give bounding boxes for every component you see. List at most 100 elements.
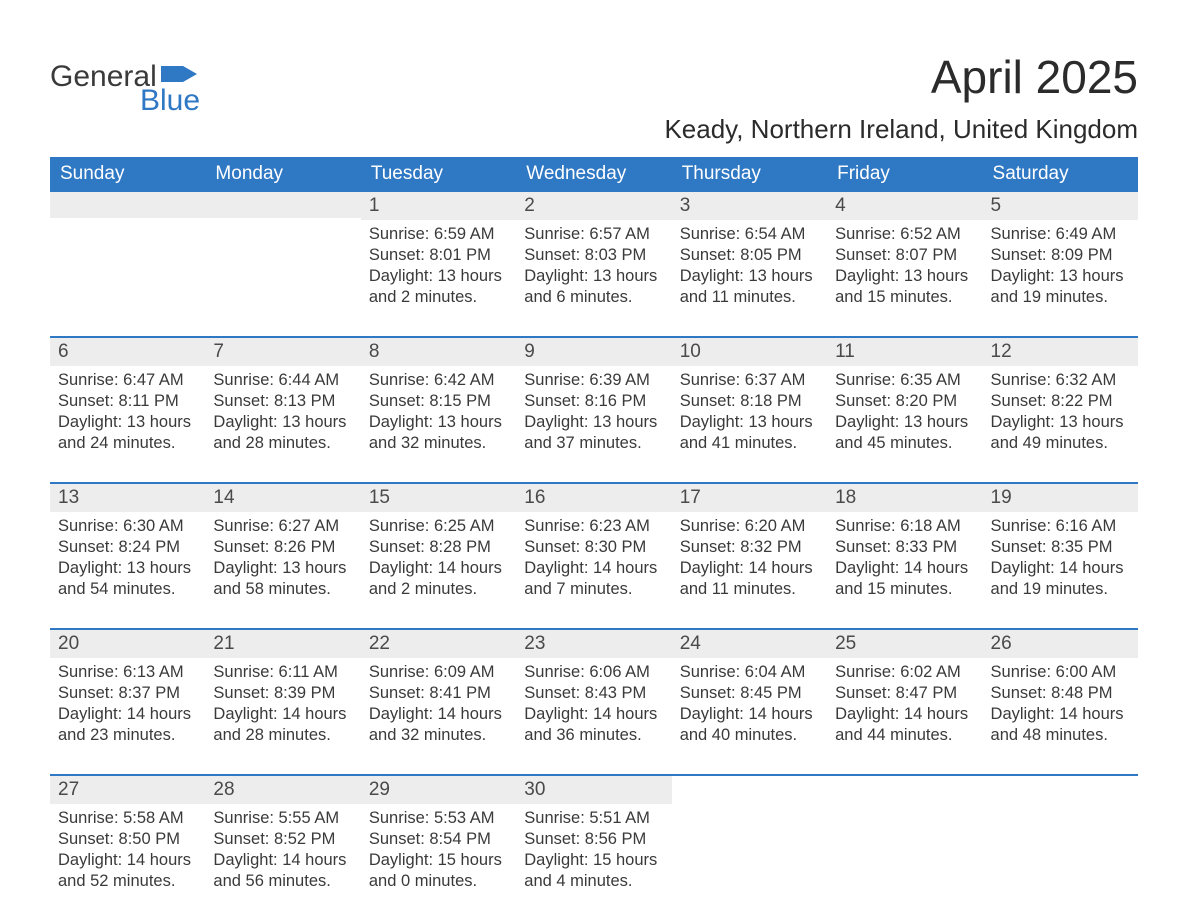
day-details: Sunrise: 6:11 AMSunset: 8:39 PMDaylight:…	[205, 658, 360, 746]
title-block: April 2025 Keady, Northern Ireland, Unit…	[664, 50, 1138, 145]
page-header: General Blue April 2025 Keady, Northern …	[50, 50, 1138, 145]
dow-tuesday: Tuesday	[361, 157, 516, 192]
sunset-line: Sunset: 8:03 PM	[524, 245, 663, 266]
sunrise-line: Sunrise: 6:16 AM	[991, 516, 1130, 537]
sunset-line: Sunset: 8:48 PM	[991, 683, 1130, 704]
daylight-line: Daylight: 13 hours and 41 minutes.	[680, 412, 819, 454]
day-details: Sunrise: 6:13 AMSunset: 8:37 PMDaylight:…	[50, 658, 205, 746]
day-number: 22	[361, 630, 516, 658]
day-details: Sunrise: 6:49 AMSunset: 8:09 PMDaylight:…	[983, 220, 1138, 308]
day-details: Sunrise: 5:53 AMSunset: 8:54 PMDaylight:…	[361, 804, 516, 892]
daylight-line: Daylight: 14 hours and 48 minutes.	[991, 704, 1130, 746]
calendar-day-cell: 19Sunrise: 6:16 AMSunset: 8:35 PMDayligh…	[983, 484, 1138, 606]
dow-sunday: Sunday	[50, 157, 205, 192]
calendar-day-cell	[672, 776, 827, 898]
sunset-line: Sunset: 8:16 PM	[524, 391, 663, 412]
day-number: 30	[516, 776, 671, 804]
daylight-line: Daylight: 15 hours and 4 minutes.	[524, 850, 663, 892]
daylight-line: Daylight: 13 hours and 15 minutes.	[835, 266, 974, 308]
daylight-line: Daylight: 14 hours and 15 minutes.	[835, 558, 974, 600]
sunset-line: Sunset: 8:13 PM	[213, 391, 352, 412]
calendar-week-row: 13Sunrise: 6:30 AMSunset: 8:24 PMDayligh…	[50, 482, 1138, 606]
sunrise-line: Sunrise: 6:13 AM	[58, 662, 197, 683]
sunrise-line: Sunrise: 6:20 AM	[680, 516, 819, 537]
day-number: 6	[50, 338, 205, 366]
calendar-week-row: 6Sunrise: 6:47 AMSunset: 8:11 PMDaylight…	[50, 336, 1138, 460]
day-details: Sunrise: 6:04 AMSunset: 8:45 PMDaylight:…	[672, 658, 827, 746]
day-details: Sunrise: 6:39 AMSunset: 8:16 PMDaylight:…	[516, 366, 671, 454]
calendar-week-row: 1Sunrise: 6:59 AMSunset: 8:01 PMDaylight…	[50, 192, 1138, 314]
day-of-week-header-row: Sunday Monday Tuesday Wednesday Thursday…	[50, 157, 1138, 192]
sunrise-line: Sunrise: 5:53 AM	[369, 808, 508, 829]
day-details: Sunrise: 6:30 AMSunset: 8:24 PMDaylight:…	[50, 512, 205, 600]
daylight-line: Daylight: 14 hours and 44 minutes.	[835, 704, 974, 746]
brand-logo: General Blue	[50, 50, 200, 116]
sunset-line: Sunset: 8:54 PM	[369, 829, 508, 850]
brand-word-2: Blue	[140, 86, 200, 116]
day-details: Sunrise: 6:57 AMSunset: 8:03 PMDaylight:…	[516, 220, 671, 308]
sunrise-line: Sunrise: 6:49 AM	[991, 224, 1130, 245]
day-details: Sunrise: 6:59 AMSunset: 8:01 PMDaylight:…	[361, 220, 516, 308]
day-details: Sunrise: 5:55 AMSunset: 8:52 PMDaylight:…	[205, 804, 360, 892]
day-number: 25	[827, 630, 982, 658]
day-details: Sunrise: 6:37 AMSunset: 8:18 PMDaylight:…	[672, 366, 827, 454]
daylight-line: Daylight: 14 hours and 7 minutes.	[524, 558, 663, 600]
calendar-day-cell: 30Sunrise: 5:51 AMSunset: 8:56 PMDayligh…	[516, 776, 671, 898]
sunrise-line: Sunrise: 6:52 AM	[835, 224, 974, 245]
day-details: Sunrise: 6:23 AMSunset: 8:30 PMDaylight:…	[516, 512, 671, 600]
calendar-day-cell: 23Sunrise: 6:06 AMSunset: 8:43 PMDayligh…	[516, 630, 671, 752]
sunrise-line: Sunrise: 6:06 AM	[524, 662, 663, 683]
day-number: 18	[827, 484, 982, 512]
calendar-day-cell: 24Sunrise: 6:04 AMSunset: 8:45 PMDayligh…	[672, 630, 827, 752]
sunset-line: Sunset: 8:24 PM	[58, 537, 197, 558]
daylight-line: Daylight: 14 hours and 36 minutes.	[524, 704, 663, 746]
sunset-line: Sunset: 8:39 PM	[213, 683, 352, 704]
daylight-line: Daylight: 13 hours and 58 minutes.	[213, 558, 352, 600]
day-number: 11	[827, 338, 982, 366]
sunrise-line: Sunrise: 6:59 AM	[369, 224, 508, 245]
sunset-line: Sunset: 8:05 PM	[680, 245, 819, 266]
day-number: 29	[361, 776, 516, 804]
daylight-line: Daylight: 14 hours and 52 minutes.	[58, 850, 197, 892]
calendar-day-cell: 5Sunrise: 6:49 AMSunset: 8:09 PMDaylight…	[983, 192, 1138, 314]
sunset-line: Sunset: 8:47 PM	[835, 683, 974, 704]
daylight-line: Daylight: 13 hours and 49 minutes.	[991, 412, 1130, 454]
calendar-week-row: 20Sunrise: 6:13 AMSunset: 8:37 PMDayligh…	[50, 628, 1138, 752]
daylight-line: Daylight: 13 hours and 24 minutes.	[58, 412, 197, 454]
daylight-line: Daylight: 13 hours and 2 minutes.	[369, 266, 508, 308]
sunrise-line: Sunrise: 6:23 AM	[524, 516, 663, 537]
dow-thursday: Thursday	[672, 157, 827, 192]
sunset-line: Sunset: 8:28 PM	[369, 537, 508, 558]
day-details: Sunrise: 6:20 AMSunset: 8:32 PMDaylight:…	[672, 512, 827, 600]
calendar-day-cell: 4Sunrise: 6:52 AMSunset: 8:07 PMDaylight…	[827, 192, 982, 314]
dow-friday: Friday	[827, 157, 982, 192]
day-number: 4	[827, 192, 982, 220]
day-details: Sunrise: 6:32 AMSunset: 8:22 PMDaylight:…	[983, 366, 1138, 454]
calendar-page: General Blue April 2025 Keady, Northern …	[0, 0, 1188, 898]
calendar-day-cell: 13Sunrise: 6:30 AMSunset: 8:24 PMDayligh…	[50, 484, 205, 606]
daylight-line: Daylight: 14 hours and 56 minutes.	[213, 850, 352, 892]
daylight-line: Daylight: 13 hours and 54 minutes.	[58, 558, 197, 600]
calendar-day-cell: 25Sunrise: 6:02 AMSunset: 8:47 PMDayligh…	[827, 630, 982, 752]
day-number: 27	[50, 776, 205, 804]
calendar-day-cell: 16Sunrise: 6:23 AMSunset: 8:30 PMDayligh…	[516, 484, 671, 606]
calendar-day-cell: 27Sunrise: 5:58 AMSunset: 8:50 PMDayligh…	[50, 776, 205, 898]
day-number	[205, 192, 360, 218]
sunrise-line: Sunrise: 6:35 AM	[835, 370, 974, 391]
calendar-day-cell: 12Sunrise: 6:32 AMSunset: 8:22 PMDayligh…	[983, 338, 1138, 460]
sunrise-line: Sunrise: 6:57 AM	[524, 224, 663, 245]
daylight-line: Daylight: 14 hours and 2 minutes.	[369, 558, 508, 600]
sunrise-line: Sunrise: 6:37 AM	[680, 370, 819, 391]
sunrise-line: Sunrise: 6:30 AM	[58, 516, 197, 537]
day-number: 26	[983, 630, 1138, 658]
day-number: 5	[983, 192, 1138, 220]
day-details: Sunrise: 6:44 AMSunset: 8:13 PMDaylight:…	[205, 366, 360, 454]
daylight-line: Daylight: 14 hours and 11 minutes.	[680, 558, 819, 600]
sunset-line: Sunset: 8:01 PM	[369, 245, 508, 266]
calendar-day-cell: 14Sunrise: 6:27 AMSunset: 8:26 PMDayligh…	[205, 484, 360, 606]
sunrise-line: Sunrise: 6:27 AM	[213, 516, 352, 537]
sunrise-line: Sunrise: 6:11 AM	[213, 662, 352, 683]
day-details: Sunrise: 6:09 AMSunset: 8:41 PMDaylight:…	[361, 658, 516, 746]
sunset-line: Sunset: 8:32 PM	[680, 537, 819, 558]
day-details: Sunrise: 6:00 AMSunset: 8:48 PMDaylight:…	[983, 658, 1138, 746]
